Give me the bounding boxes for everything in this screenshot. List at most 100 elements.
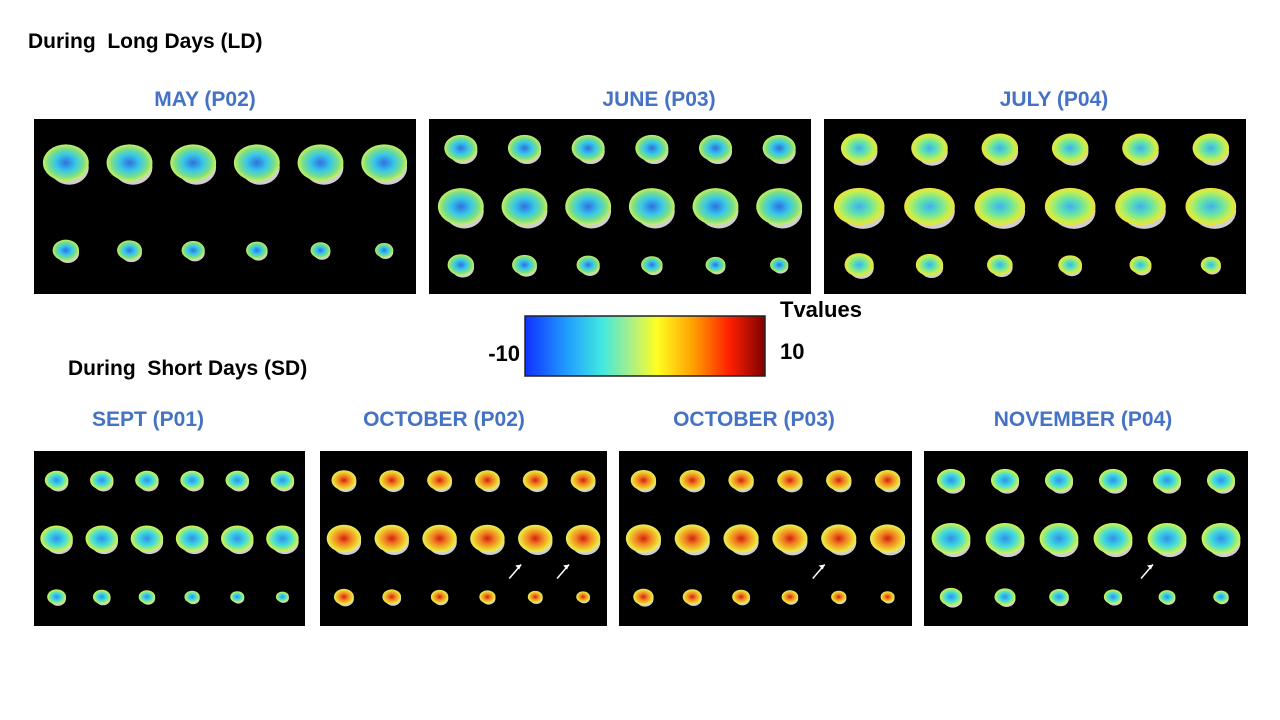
brain-slice xyxy=(501,188,548,225)
brain-slice xyxy=(698,134,733,162)
brain-slice xyxy=(52,239,80,261)
brain-panel xyxy=(824,119,1246,294)
brain-slice xyxy=(674,524,710,553)
brain-slice xyxy=(527,590,543,603)
brain-slice xyxy=(915,253,944,276)
brain-slice xyxy=(833,187,885,226)
colorbar-max: 10 xyxy=(780,339,804,364)
brain-slice xyxy=(382,589,402,605)
brain-slice xyxy=(138,590,156,604)
brain-slice xyxy=(512,254,537,275)
brain-slice xyxy=(1129,256,1152,274)
brain-slice xyxy=(1201,522,1241,555)
brain-slice xyxy=(310,242,331,259)
brain-slice xyxy=(470,524,505,553)
brain-slice xyxy=(374,524,409,553)
brain-slice xyxy=(936,468,966,492)
brain-slice xyxy=(565,188,612,225)
brain-slice xyxy=(507,134,542,162)
brain-slice xyxy=(565,524,601,553)
brain-slice xyxy=(42,144,89,182)
brain-slice xyxy=(985,522,1025,555)
brain-panel xyxy=(924,451,1248,626)
brain-slice xyxy=(911,133,948,163)
brain-slice xyxy=(85,525,119,552)
brain-slice xyxy=(275,591,289,603)
brain-slice xyxy=(90,470,114,490)
section-heading: During Long Days (LD) xyxy=(28,30,263,53)
brain-slice xyxy=(44,470,69,490)
brain-slice xyxy=(1051,133,1089,163)
brain-slice xyxy=(1044,468,1074,492)
brain-slice xyxy=(437,188,484,225)
panel-title: SEPT (P01) xyxy=(92,408,204,431)
arrow-head xyxy=(563,564,570,570)
brain-slice xyxy=(1147,522,1187,555)
panel-title: NOVEMBER (P04) xyxy=(994,408,1173,431)
brain-slice xyxy=(987,254,1013,276)
panel-title: JULY (P04) xyxy=(1000,88,1109,111)
brain-slice xyxy=(1039,522,1079,555)
brain-slice xyxy=(831,590,847,603)
brain-slice xyxy=(762,134,796,162)
brain-slice xyxy=(331,470,357,491)
brain-slice xyxy=(1115,187,1166,226)
brain-slice xyxy=(628,188,675,225)
brain-slice xyxy=(266,525,299,552)
brain-slice xyxy=(375,242,394,258)
brain-slice xyxy=(931,522,971,555)
brain-slice xyxy=(220,525,254,552)
brain-slice xyxy=(1213,590,1229,604)
brain-slice xyxy=(576,255,600,275)
brain-slice xyxy=(576,591,590,603)
brain-slice xyxy=(994,588,1016,606)
brain-slice xyxy=(756,188,803,225)
brain-slice xyxy=(821,524,857,553)
brain-slice xyxy=(170,144,217,182)
brain-slice xyxy=(728,470,754,491)
colorbar xyxy=(524,315,766,377)
brain-slice xyxy=(904,187,955,226)
brain-slice xyxy=(1158,590,1176,604)
brain-slice xyxy=(990,468,1020,492)
brain-slice xyxy=(225,470,249,490)
brain-slice xyxy=(117,240,142,261)
panels: MAY (P02) JUNE (P03) JULY (P04) SEPT (P01) O… xyxy=(34,88,1248,626)
brain-panel xyxy=(619,451,912,626)
brain-slice xyxy=(723,524,759,553)
brain-slice xyxy=(732,589,750,604)
brain-slice xyxy=(130,525,164,552)
brain-slice xyxy=(135,470,159,490)
brain-slice xyxy=(447,254,475,276)
brain-slice xyxy=(974,187,1026,226)
panel-title: OCTOBER (P02) xyxy=(363,408,525,431)
brain-slice xyxy=(379,470,405,491)
brain-slice xyxy=(1185,187,1237,226)
brain-slice xyxy=(522,470,548,491)
brain-slice xyxy=(47,589,66,605)
brain-slice xyxy=(106,144,153,182)
brain-slice xyxy=(571,134,605,162)
brain-slice xyxy=(479,590,496,604)
brain-slice xyxy=(1206,468,1236,492)
brain-slice xyxy=(781,590,799,604)
brain-slice xyxy=(270,470,295,490)
brain-slice xyxy=(705,256,726,273)
panel-title: MAY (P02) xyxy=(154,88,256,111)
arrow-head xyxy=(818,564,825,570)
brain-slice xyxy=(679,470,705,491)
brain-slice xyxy=(326,524,362,553)
brain-slice xyxy=(682,589,702,605)
brain-slice xyxy=(633,588,654,605)
arrow-head xyxy=(515,564,522,570)
brain-slice xyxy=(1152,468,1182,492)
brain-slice xyxy=(826,470,852,491)
brain-slice xyxy=(40,525,73,552)
brain-slice xyxy=(874,470,901,491)
brain-slice xyxy=(422,524,457,553)
brain-slice xyxy=(361,144,408,182)
section-heading: During Short Days (SD) xyxy=(68,357,307,380)
brain-slice xyxy=(1098,468,1128,492)
brain-slice xyxy=(175,525,209,552)
brain-panel xyxy=(429,119,811,294)
